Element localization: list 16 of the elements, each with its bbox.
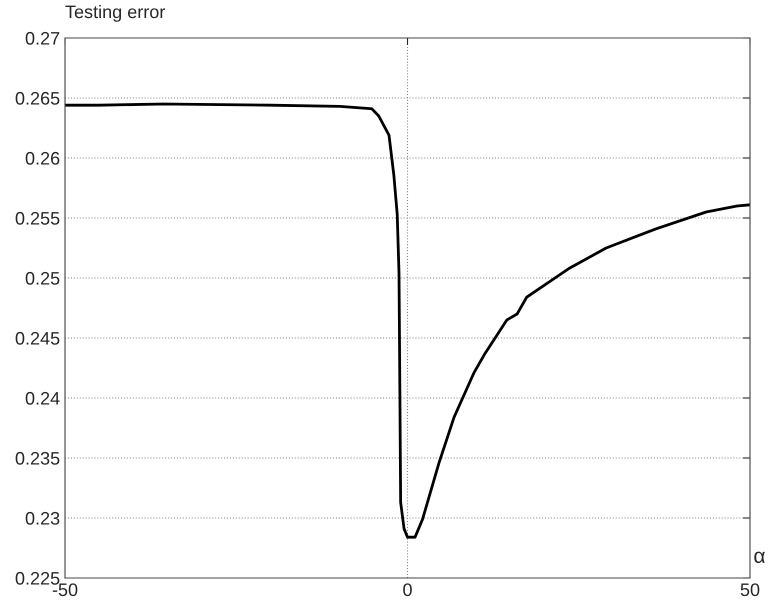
y-tick-label: 0.27	[26, 32, 60, 45]
y-tick-label: 0.245	[16, 332, 60, 345]
x-tick-label: -50	[52, 583, 78, 596]
y-tick-label: 0.235	[16, 452, 60, 465]
x-tick-label: 50	[740, 583, 760, 596]
y-tick-label: 0.26	[26, 152, 60, 165]
y-tick-label: 0.24	[26, 392, 60, 405]
y-tick-label: 0.225	[16, 572, 60, 585]
y-tick-label: 0.23	[26, 512, 60, 525]
y-axis-title: Testing error	[65, 4, 166, 22]
x-axis-title: α	[754, 552, 765, 564]
y-tick-label: 0.265	[16, 92, 60, 105]
y-tick-label: 0.25	[26, 272, 60, 285]
line-series	[65, 102, 750, 539]
y-tick-label: 0.255	[16, 212, 60, 225]
x-tick-label: 0	[403, 583, 412, 596]
